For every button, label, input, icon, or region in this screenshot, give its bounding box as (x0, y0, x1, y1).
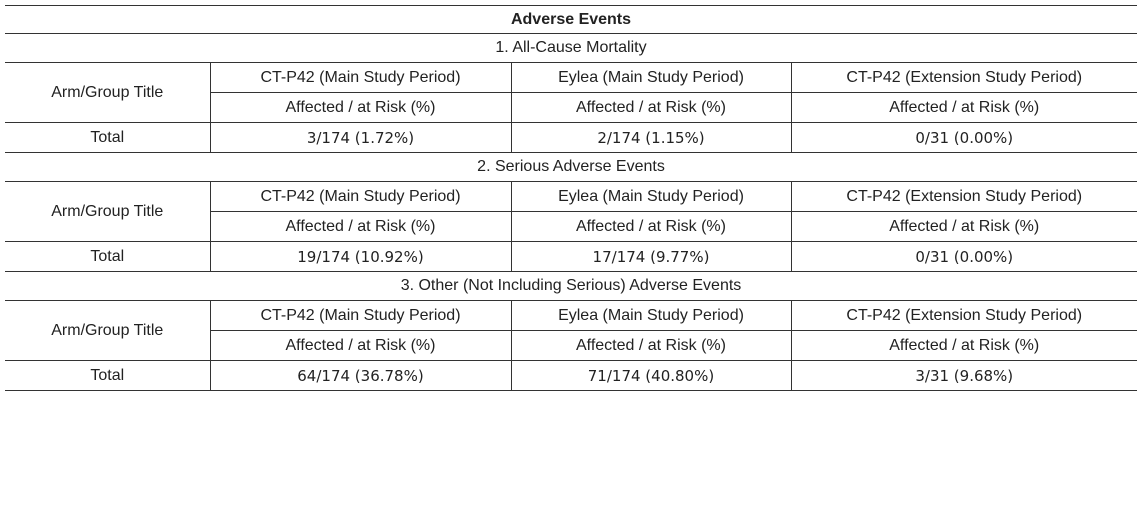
total-value: 0/31 (0.00%) (790, 122, 1137, 153)
measure-header: Affected / at Risk (%) (210, 92, 512, 123)
table-title: Adverse Events (5, 5, 1137, 34)
section-heading: 1. All-Cause Mortality (5, 33, 1137, 63)
total-value: 2/174 (1.15%) (510, 122, 792, 153)
total-label: Total (5, 360, 211, 391)
group-header: Eylea (Main Study Period) (510, 300, 792, 331)
total-value: 19/174 (10.92%) (209, 241, 512, 272)
arm-group-title-label: Arm/Group Title (5, 62, 211, 123)
measure-header: Affected / at Risk (%) (510, 330, 792, 361)
group-header: Eylea (Main Study Period) (510, 181, 792, 212)
total-value: 3/31 (9.68%) (790, 360, 1137, 391)
total-value: 3/174 (1.72%) (209, 122, 512, 153)
adverse-events-document: Adverse Events 1. All-Cause Mortality Ar… (5, 5, 1137, 391)
arm-group-title-label: Arm/Group Title (5, 300, 211, 361)
group-header: CT-P42 (Extension Study Period) (790, 62, 1137, 93)
section-heading: 3. Other (Not Including Serious) Adverse… (5, 271, 1137, 301)
measure-header: Affected / at Risk (%) (510, 92, 792, 123)
group-header: CT-P42 (Extension Study Period) (790, 181, 1137, 212)
measure-header: Affected / at Risk (%) (790, 330, 1137, 361)
total-label: Total (5, 122, 211, 153)
adverse-events-table: Adverse Events 1. All-Cause Mortality Ar… (5, 5, 1137, 391)
group-header: CT-P42 (Main Study Period) (209, 181, 512, 212)
total-value: 64/174 (36.78%) (209, 360, 512, 391)
total-value: 17/174 (9.77%) (510, 241, 792, 272)
total-label: Total (5, 241, 211, 272)
total-value: 71/174 (40.80%) (510, 360, 792, 391)
group-header: CT-P42 (Main Study Period) (209, 300, 512, 331)
measure-header: Affected / at Risk (%) (510, 211, 792, 242)
measure-header: Affected / at Risk (%) (210, 330, 512, 361)
measure-header: Affected / at Risk (%) (210, 211, 512, 242)
measure-header: Affected / at Risk (%) (790, 211, 1137, 242)
section-heading: 2. Serious Adverse Events (5, 152, 1137, 182)
group-header: CT-P42 (Extension Study Period) (790, 300, 1137, 331)
arm-group-title-label: Arm/Group Title (5, 181, 211, 242)
group-header: Eylea (Main Study Period) (510, 62, 792, 93)
total-value: 0/31 (0.00%) (790, 241, 1137, 272)
measure-header: Affected / at Risk (%) (790, 92, 1137, 123)
group-header: CT-P42 (Main Study Period) (209, 62, 512, 93)
